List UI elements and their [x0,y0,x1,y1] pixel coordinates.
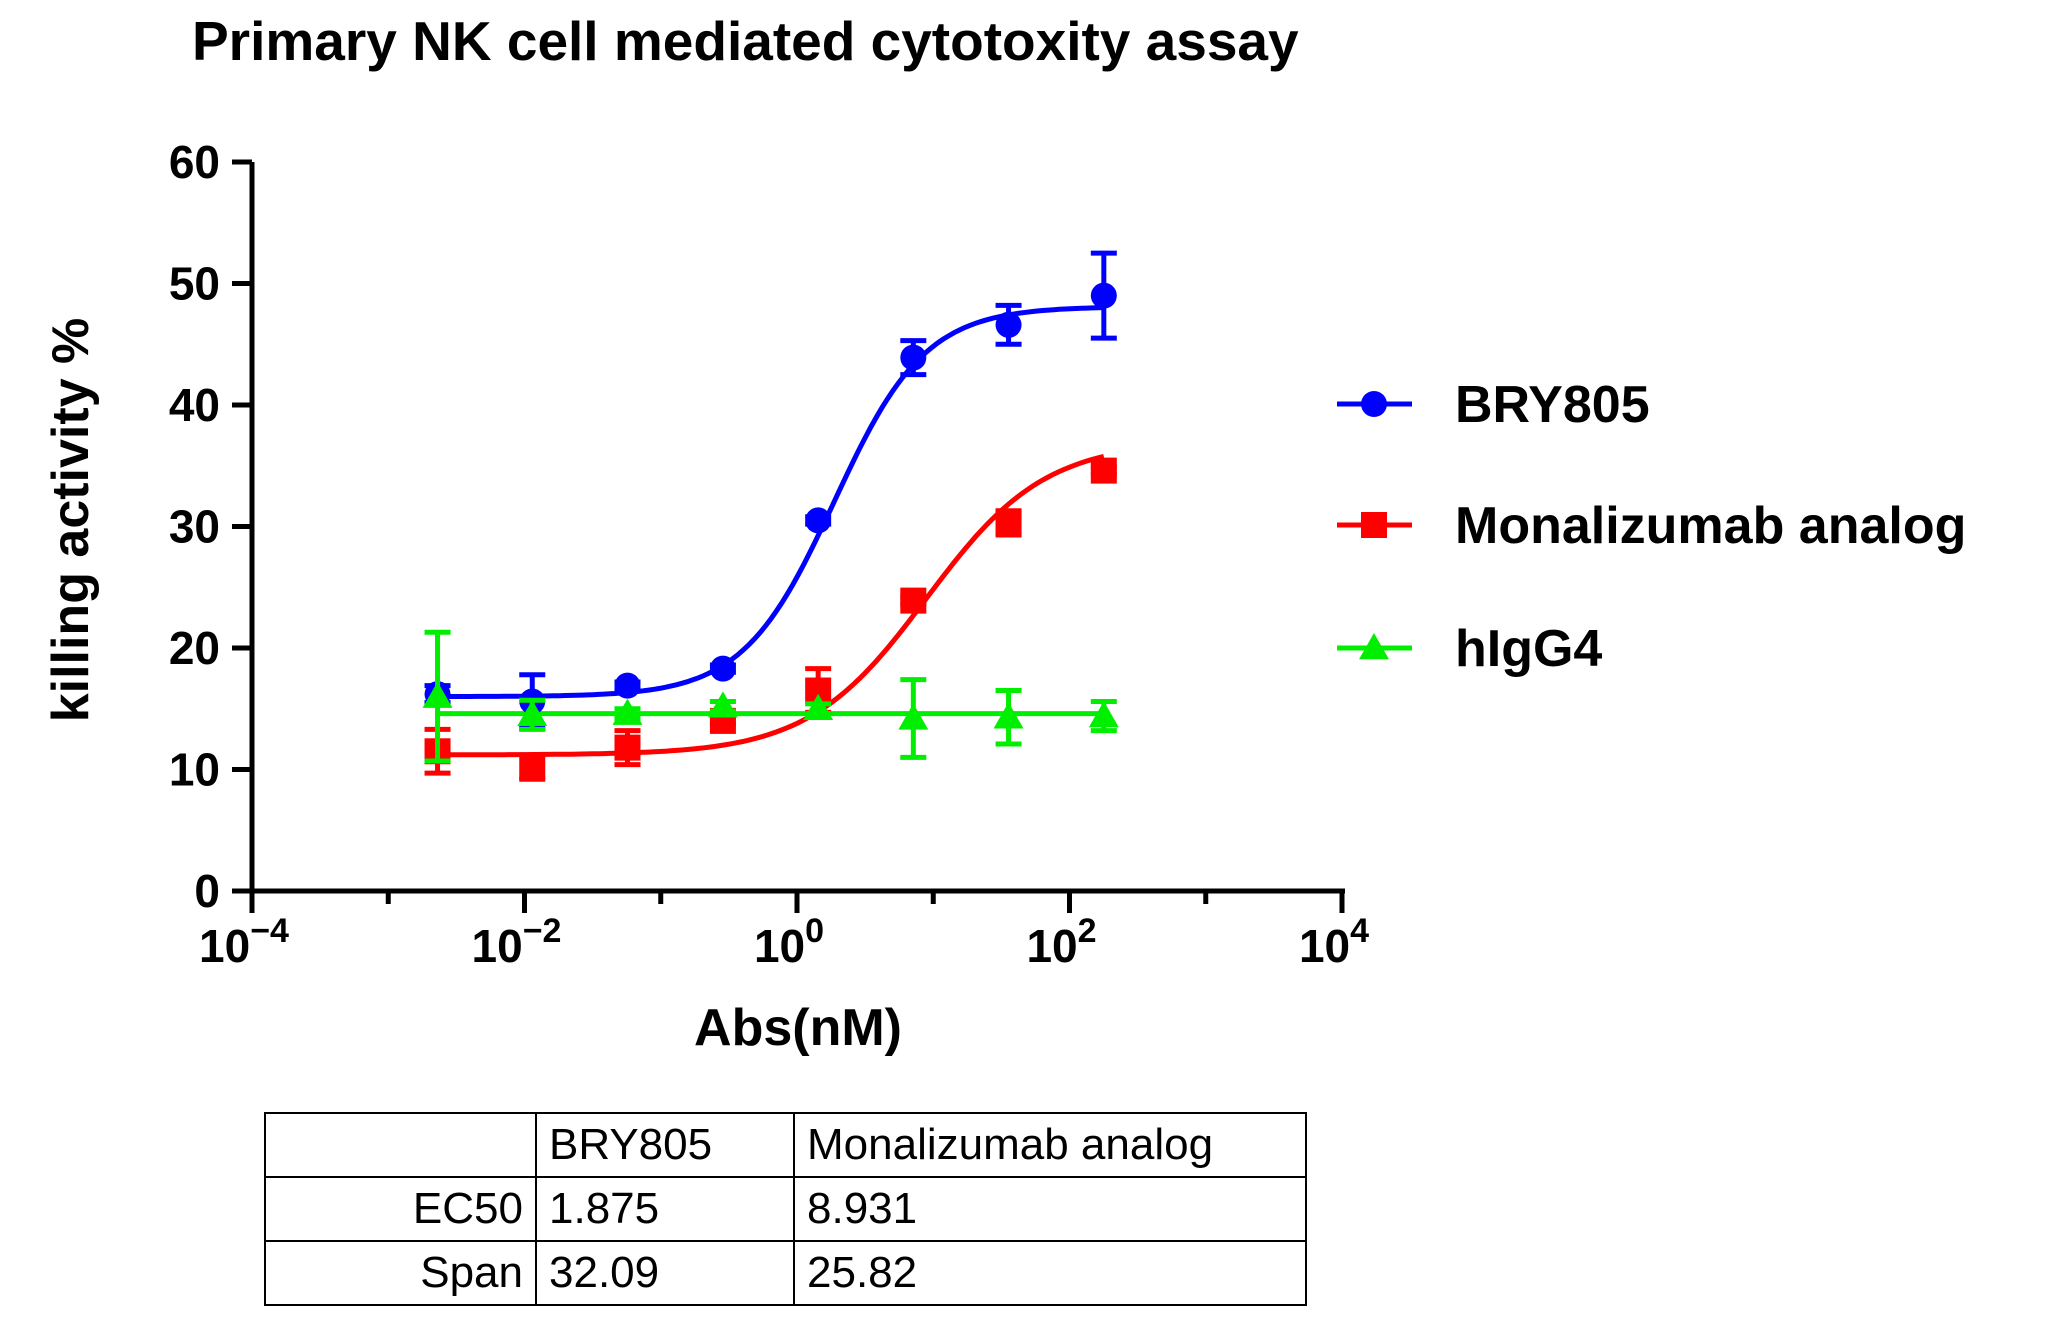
point-higg4 [898,703,929,730]
x-tick-exponent: −4 [250,912,289,950]
x-tick-exponent: 0 [805,912,824,950]
point-monalizumab-analog [614,734,641,761]
legend: BRY805 Monalizumab analog hIgG4 [1337,376,1966,678]
legend-label-monalizumab-analog: Monalizumab analog [1455,497,1966,555]
x-tick-exponent: 4 [1350,912,1369,950]
y-tick-label: 30 [169,501,220,553]
stats-table-cell: 32.09 [535,1240,795,1306]
stats-table-cell: 25.82 [793,1240,1307,1306]
stats-table-cell: BRY805 [535,1112,795,1178]
point-higg4 [422,681,453,708]
stats-table: BRY805 Monalizumab analog EC50 1.875 8.9… [264,1112,1307,1306]
y-tick-label: 60 [169,136,220,188]
y-axis-title: killing activity % [42,318,100,723]
data-points [422,250,1119,782]
stats-table-cell: 8.931 [793,1176,1307,1242]
y-tick-label: 20 [169,622,220,674]
point-higg4 [517,699,548,727]
x-tick-label: 10−4 [199,912,289,972]
point-higg4 [612,698,643,725]
point-monalizumab-analog [900,587,927,614]
y-ticks: 0 10 20 30 40 50 60 [169,136,252,917]
point-monalizumab-analog [519,754,546,781]
stats-table-header-row: BRY805 Monalizumab analog [264,1112,1307,1178]
stats-table-cell: 1.875 [535,1176,795,1242]
stats-table-cell [264,1112,537,1178]
stats-table-cell: Monalizumab analog [793,1112,1307,1178]
fit-curve-bry805 [437,305,1104,699]
x-ticks: 10−4 10−2 100 102 104 [199,891,1369,972]
x-tick-label: 100 [754,912,824,972]
point-higg4 [993,702,1024,729]
x-tick-label: 102 [1026,912,1096,972]
legend-marker-monalizumab-analog [1361,512,1387,538]
y-tick-label: 10 [169,744,220,796]
x-tick-exponent: 2 [1078,912,1097,950]
stats-table-row: Span 32.09 25.82 [264,1240,1307,1306]
point-monalizumab-analog [995,509,1022,536]
point-higg4 [1088,701,1119,728]
x-tick-exponent: −2 [523,912,562,950]
legend-marker-higg4 [1359,633,1389,660]
stats-table-cell: Span [264,1240,537,1306]
point-bry805 [805,507,832,534]
chart: Primary NK cell mediated cytotoxity assa… [42,10,1966,1057]
y-tick-label: 50 [169,258,220,310]
point-bry805 [1090,282,1117,309]
stats-table-row: EC50 1.875 8.931 [264,1176,1307,1242]
point-bry805 [900,344,927,371]
y-tick-label: 0 [194,865,220,917]
point-higg4 [803,693,834,720]
point-monalizumab-analog [1090,457,1117,484]
stats-table-cell: EC50 [264,1176,537,1242]
x-axis-title: Abs(nM) [694,999,902,1057]
x-tick-label: 104 [1299,912,1369,972]
fit-curve-monalizumab-analog [437,453,1105,758]
point-bry805 [614,672,641,699]
legend-label-bry805: BRY805 [1455,376,1650,434]
point-bry805 [709,655,736,682]
legend-label-higg4: hIgG4 [1455,620,1602,678]
point-higg4 [707,691,738,718]
x-tick-label: 10−2 [472,912,562,972]
fit-curves [437,305,1105,758]
chart-title: Primary NK cell mediated cytotoxity assa… [192,10,1299,72]
point-bry805 [995,311,1022,338]
y-tick-label: 40 [169,379,220,431]
legend-marker-bry805 [1361,391,1387,417]
